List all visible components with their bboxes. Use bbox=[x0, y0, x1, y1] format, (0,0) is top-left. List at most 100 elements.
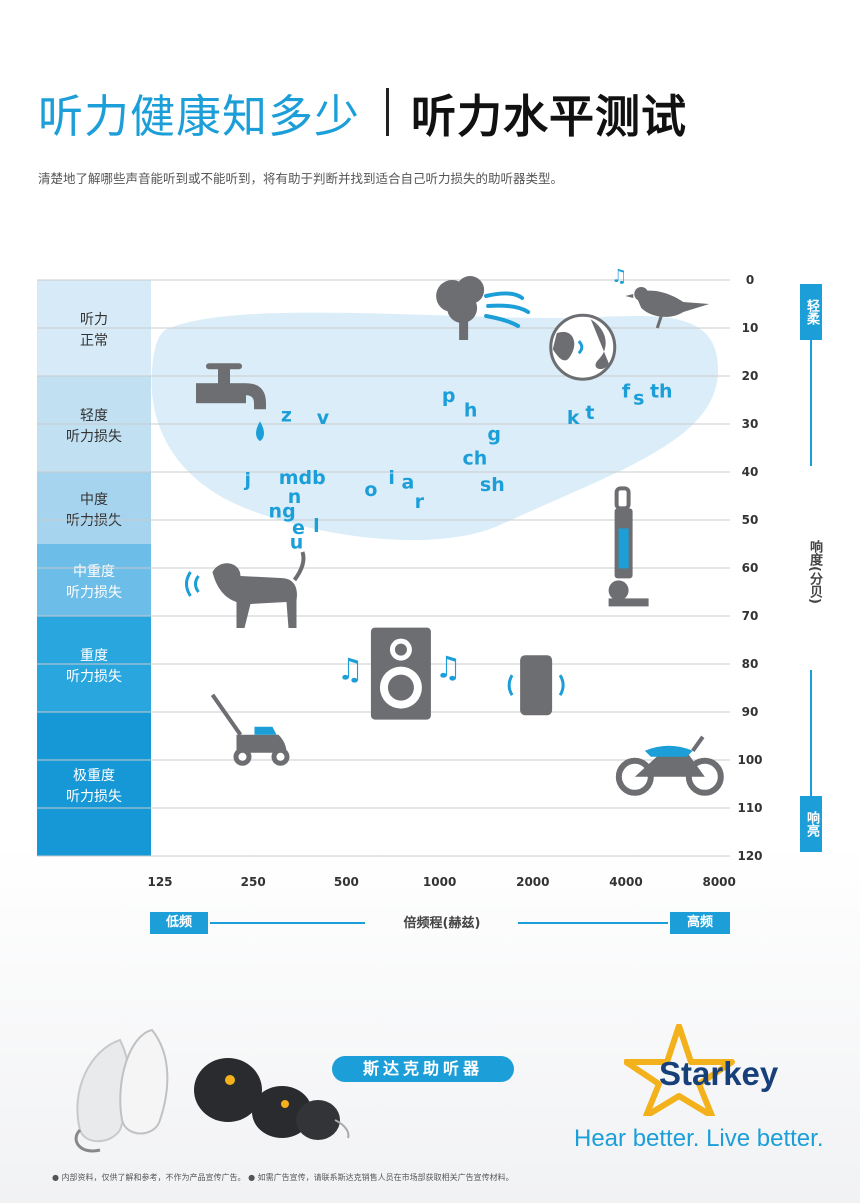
hearing-level-label: 听力正常 bbox=[80, 312, 108, 349]
speech-sound: k bbox=[567, 407, 580, 429]
hearing-level-label-line: 听力损失 bbox=[66, 513, 122, 529]
speech-sound: th bbox=[650, 380, 673, 402]
globe-ticking-icon bbox=[549, 313, 617, 381]
speech-sound: z bbox=[281, 404, 292, 426]
speech-sound: g bbox=[487, 424, 501, 446]
y-tick-label: 90 bbox=[742, 705, 759, 719]
speech-sound: h bbox=[464, 400, 478, 422]
sound-icons: ♫♫ ♫ bbox=[184, 266, 724, 796]
loudness-axis-line-top bbox=[810, 340, 812, 466]
x-tick-label: 2000 bbox=[516, 875, 549, 889]
speech-sound: s bbox=[633, 388, 644, 410]
hearing-level-label: 极重度听力损失 bbox=[66, 768, 122, 805]
y-tick-label: 80 bbox=[742, 657, 759, 671]
speech-sound: r bbox=[415, 491, 425, 513]
speech-sound: ng bbox=[269, 500, 296, 522]
lawnmower-icon bbox=[210, 693, 290, 766]
x-tick-label: 250 bbox=[241, 875, 266, 889]
high-frequency-label: 高频 bbox=[670, 912, 730, 934]
hearing-aid-products-image bbox=[74, 1028, 350, 1153]
low-frequency-label: 低频 bbox=[150, 912, 208, 934]
dog-icon bbox=[184, 551, 306, 628]
y-tick-labels: 0 10 20 30 40 50 60 70 80 90 100 110 120 bbox=[737, 273, 762, 863]
y-tick-label: 20 bbox=[742, 369, 759, 383]
svg-text:♫: ♫ bbox=[435, 651, 462, 686]
bird-icon: ♫ bbox=[611, 266, 710, 329]
speech-sound: j bbox=[243, 469, 251, 491]
y-axis-label: 响度(分贝) bbox=[807, 540, 822, 604]
frequency-axis-line-left bbox=[210, 922, 365, 924]
x-tick-labels: 125 250 500 1000 2000 4000 8000 bbox=[147, 875, 735, 889]
hearing-level-band bbox=[37, 712, 151, 856]
y-tick-label: 110 bbox=[737, 801, 762, 815]
speech-sound: u bbox=[290, 532, 304, 554]
y-tick-label: 10 bbox=[742, 321, 759, 335]
speech-banana-shape bbox=[151, 312, 719, 541]
page-title: 听力健康知多少 听力水平测试 bbox=[38, 82, 687, 143]
svg-text:♫: ♫ bbox=[337, 653, 364, 688]
speech-sound: o bbox=[364, 479, 377, 501]
speech-sound: v bbox=[317, 407, 330, 429]
title-left: 听力健康知多少 bbox=[38, 89, 361, 143]
x-axis-label: 倍频程(赫兹) bbox=[403, 916, 481, 931]
brand-name: Starkey bbox=[659, 1055, 779, 1092]
quiet-label: 轻柔 bbox=[800, 284, 822, 340]
footnote: ● 内部资料，仅供了解和参考，不作为产品宣传广告。 ● 如需广告宣传，请联系斯达… bbox=[52, 1173, 514, 1182]
x-tick-label: 1000 bbox=[423, 875, 456, 889]
phone-icon bbox=[507, 655, 565, 716]
hearing-level-label-line: 听力损失 bbox=[66, 789, 122, 805]
brand-pill: 斯达克助听器 bbox=[332, 1056, 514, 1082]
y-tick-label: 120 bbox=[737, 849, 762, 863]
title-separator bbox=[386, 88, 390, 136]
speech-sound: t bbox=[585, 402, 594, 424]
speech-sound: mdb bbox=[279, 467, 326, 489]
speech-sound: n bbox=[288, 486, 302, 508]
hearing-level-label-line: 听力 bbox=[80, 312, 108, 328]
motorbike-icon bbox=[615, 735, 724, 796]
speech-banana bbox=[151, 312, 719, 541]
y-tick-label: 70 bbox=[742, 609, 759, 623]
hearing-level-label-line: 正常 bbox=[80, 333, 108, 349]
hearing-level-label-line: 中重度 bbox=[73, 564, 115, 580]
hearing-level-label-line: 听力损失 bbox=[66, 429, 122, 445]
frequency-axis-line-right bbox=[518, 922, 668, 924]
subtitle: 清楚地了解哪些声音能听到或不能听到，将有助于判断并找到适合自己听力损失的助听器类… bbox=[38, 171, 564, 186]
y-tick-label: 40 bbox=[742, 465, 759, 479]
hearing-level-band bbox=[37, 472, 151, 544]
speaker-icon: ♫ ♫ bbox=[337, 627, 462, 720]
loudness-axis-line-bottom bbox=[810, 670, 812, 796]
y-tick-label: 60 bbox=[742, 561, 759, 575]
hearing-level-label-line: 重度 bbox=[80, 648, 108, 664]
x-tick-label: 500 bbox=[334, 875, 359, 889]
starkey-star-icon bbox=[624, 1024, 735, 1116]
hearing-level-label: 重度听力损失 bbox=[66, 648, 122, 685]
hearing-level-label-line: 极重度 bbox=[73, 768, 115, 784]
speech-sound: i bbox=[388, 467, 395, 489]
speech-sound: ch bbox=[462, 448, 487, 470]
tree-wind-icon bbox=[436, 276, 531, 340]
hearing-level-label-line: 听力损失 bbox=[66, 669, 122, 685]
brand-tagline: Hear better. Live better. bbox=[574, 1125, 824, 1152]
svg-text:♫: ♫ bbox=[611, 266, 627, 287]
hearing-level-label-line: 听力损失 bbox=[66, 585, 122, 601]
speech-sound: f bbox=[622, 380, 631, 402]
y-tick-label: 50 bbox=[742, 513, 759, 527]
speech-sound: sh bbox=[480, 474, 505, 496]
hearing-level-label: 轻度听力损失 bbox=[66, 408, 122, 445]
loud-label: 响亮 bbox=[800, 796, 822, 852]
y-tick-label: 100 bbox=[737, 753, 762, 767]
speech-sound: p bbox=[442, 385, 456, 407]
faucet-icon bbox=[196, 363, 267, 442]
x-tick-label: 4000 bbox=[609, 875, 642, 889]
hearing-level-label: 中度听力损失 bbox=[66, 492, 122, 529]
hearing-level-label-line: 轻度 bbox=[80, 408, 108, 424]
y-tick-label: 0 bbox=[746, 273, 754, 287]
hearing-level-band bbox=[37, 544, 151, 616]
x-tick-label: 8000 bbox=[702, 875, 735, 889]
hearing-level-label-line: 中度 bbox=[80, 492, 108, 508]
speech-sound: l bbox=[313, 515, 320, 537]
x-tick-label: 125 bbox=[147, 875, 172, 889]
vacuum-icon bbox=[608, 486, 649, 607]
